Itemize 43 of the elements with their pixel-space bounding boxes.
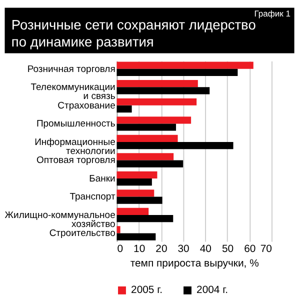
x-tick-label: 20 (156, 244, 168, 256)
bar (116, 116, 192, 124)
x-tick-label: 0 (117, 244, 124, 256)
bar (116, 214, 174, 222)
bar (116, 190, 154, 197)
bar (116, 178, 152, 186)
bar (116, 142, 234, 150)
bar (116, 134, 178, 142)
legend-label: 2005 г. (131, 285, 163, 296)
y-tick-label: Промышленность (36, 118, 116, 130)
y-tick-label: Розничная торговля (27, 64, 116, 75)
x-tick-label: 50 (222, 244, 234, 256)
legend-label: 2004 г. (196, 285, 228, 296)
x-axis-title: темп прироста выручки, % (130, 258, 259, 270)
bar (116, 124, 176, 131)
y-tick-label: Жилищно-коммунальное хозяйство (4, 210, 116, 230)
bar (116, 87, 210, 94)
bar (116, 153, 174, 160)
bar (116, 208, 149, 215)
bar (116, 226, 120, 234)
y-tick-label: Страхование (58, 100, 116, 112)
y-tick-label: Телекоммуникации и связь (30, 82, 116, 102)
bar (116, 62, 254, 69)
bar (116, 68, 238, 76)
x-tick-label: 30 (178, 244, 190, 256)
chart-title: Розничные сети сохраняют лидерство по динамике развития (11, 18, 256, 50)
x-tick-label: 60 (244, 244, 256, 256)
bar (116, 196, 162, 204)
y-tick-label: Строительство (49, 228, 116, 240)
y-tick-label: Банки (89, 173, 116, 184)
x-tick-label: 10 (134, 244, 146, 256)
bar (116, 80, 198, 88)
bar (116, 98, 197, 106)
bar (116, 160, 184, 168)
x-tick-label: 70 (260, 244, 272, 256)
bar (116, 233, 156, 240)
bar (116, 171, 158, 178)
text: График 1 (254, 8, 291, 18)
y-tick-label: Оптовая торговля (36, 155, 116, 166)
y-tick-label: Информационные технологии (34, 136, 116, 157)
bar (116, 105, 132, 113)
x-tick-label: 40 (200, 244, 212, 256)
y-tick-label: Транспорт (70, 192, 116, 203)
